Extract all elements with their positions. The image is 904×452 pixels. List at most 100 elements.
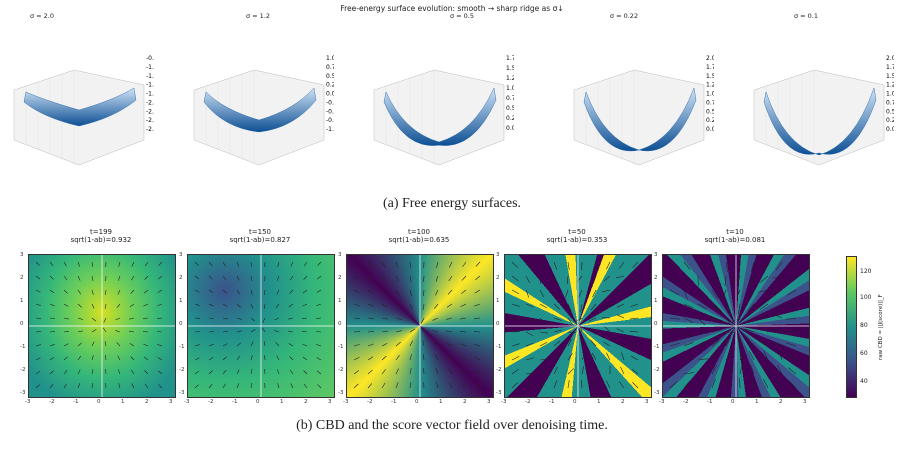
- vector-arrow: [91, 341, 95, 347]
- vector-arrow: [130, 289, 135, 294]
- vector-arrow: [236, 261, 240, 267]
- y-tick-label: 2: [496, 275, 500, 281]
- y-tick-label: -1: [179, 344, 185, 350]
- vector-arrow: [353, 317, 360, 320]
- surface-mesh: [763, 87, 877, 156]
- vector-arrow: [289, 369, 294, 375]
- panel-title: t=50 sqrt(1-ab)=0.353: [546, 228, 608, 244]
- vector-arrow: [567, 353, 573, 361]
- vector-arrow: [787, 354, 797, 361]
- vector-arrow: [525, 275, 531, 284]
- x-tick-label: -1: [707, 399, 713, 405]
- vector-arrow: [631, 275, 639, 282]
- vector-arrow: [474, 356, 481, 361]
- vector-arrow: [711, 261, 716, 272]
- vector-arrow: [91, 261, 94, 267]
- x-tick-label: 1: [439, 399, 443, 405]
- vector-arrow: [104, 341, 107, 347]
- z-tick-label: -2.00: [146, 99, 154, 106]
- vector-arrow: [786, 342, 797, 347]
- z-tick-label: -2.75: [146, 126, 154, 133]
- x-tick-label: -3: [501, 399, 507, 405]
- vector-arrow: [316, 275, 322, 280]
- vector-arrow: [367, 317, 374, 320]
- vector-arrow: [553, 303, 561, 310]
- vector-arrow: [49, 343, 55, 347]
- vector-arrow: [630, 343, 639, 347]
- vector-arrow: [603, 303, 611, 309]
- x-tick-label: 0: [731, 399, 735, 405]
- x-tick-label: 3: [169, 399, 173, 405]
- vector-arrow: [669, 317, 680, 320]
- vector-arrow: [77, 369, 81, 375]
- vector-arrow: [475, 275, 481, 281]
- x-tick-label: 1: [280, 399, 284, 405]
- vector-arrow: [91, 355, 94, 361]
- vector-arrow: [697, 289, 704, 299]
- vector-arrow: [381, 317, 388, 320]
- z-tick-label: 2.00: [706, 55, 714, 62]
- vector-arrow: [208, 370, 213, 375]
- vector-arrow: [539, 317, 546, 324]
- y-tick-label: -1: [654, 344, 660, 350]
- vector-arrow: [511, 343, 520, 347]
- vector-arrow: [697, 317, 706, 326]
- vector-arrow: [744, 328, 755, 333]
- x-tick-label: 2: [463, 399, 467, 405]
- vector-arrow: [525, 317, 534, 322]
- vector-arrow: [737, 336, 741, 347]
- surface-plot-4: 2.001.751.501.251.000.750.500.250.00F: [573, 55, 714, 166]
- vector-arrow: [788, 367, 797, 375]
- vector-arrow: [395, 317, 402, 321]
- vector-arrow: [158, 261, 163, 266]
- x-tick-label: 3: [328, 399, 332, 405]
- vector-arrow: [683, 342, 694, 347]
- vector-arrow: [669, 261, 678, 270]
- y-tick-label: -1: [20, 344, 26, 350]
- vector-arrow: [208, 317, 214, 320]
- vector-arrow: [49, 275, 54, 280]
- z-tick-label: -1.75: [146, 91, 154, 98]
- vector-arrow: [621, 352, 625, 361]
- vector-arrow: [222, 330, 228, 333]
- vector-arrow: [317, 261, 322, 266]
- sigma-label: σ = 0.5: [449, 12, 475, 20]
- colorbar-tick: 80: [860, 322, 868, 329]
- vector-arrow: [157, 344, 163, 347]
- vector-arrow: [711, 339, 720, 347]
- vector-arrow: [317, 384, 322, 389]
- y-tick-label: 3: [654, 252, 658, 258]
- vector-arrow: [539, 358, 548, 361]
- vector-arrow: [303, 261, 308, 267]
- vector-arrow: [763, 350, 769, 361]
- x-tick-label: 3: [487, 399, 491, 405]
- y-tick-label: 1: [179, 298, 183, 304]
- vector-arrow: [118, 261, 121, 267]
- vector-arrow: [461, 275, 467, 281]
- vector-arrow: [739, 378, 741, 389]
- vector-arrow: [277, 275, 280, 281]
- y-tick-label: 0: [654, 321, 658, 327]
- surface-mesh: [203, 87, 317, 133]
- vector-arrow: [35, 303, 41, 306]
- vector-arrow: [103, 317, 107, 323]
- z-tick-label: 0.50: [326, 73, 334, 80]
- vector-arrow: [290, 261, 294, 267]
- z-tick-label: -0.50: [326, 108, 334, 115]
- vector-arrow: [630, 330, 639, 333]
- vector-arrow: [566, 275, 569, 284]
- vector-arrow: [632, 382, 639, 389]
- z-tick-label: -0.75: [326, 117, 334, 124]
- vector-arrow: [35, 275, 41, 280]
- vector-arrow: [194, 261, 199, 266]
- vector-arrow: [603, 275, 611, 282]
- z-tick-label: 2.00: [886, 55, 894, 62]
- vector-arrow: [460, 356, 467, 361]
- y-tick-label: -2: [179, 367, 185, 373]
- vector-arrow: [683, 275, 690, 285]
- vector-arrow: [117, 289, 121, 295]
- vector-arrow: [353, 343, 360, 347]
- y-tick-label: -3: [20, 390, 26, 396]
- vector-arrow: [606, 380, 611, 389]
- vector-arrow: [302, 317, 308, 320]
